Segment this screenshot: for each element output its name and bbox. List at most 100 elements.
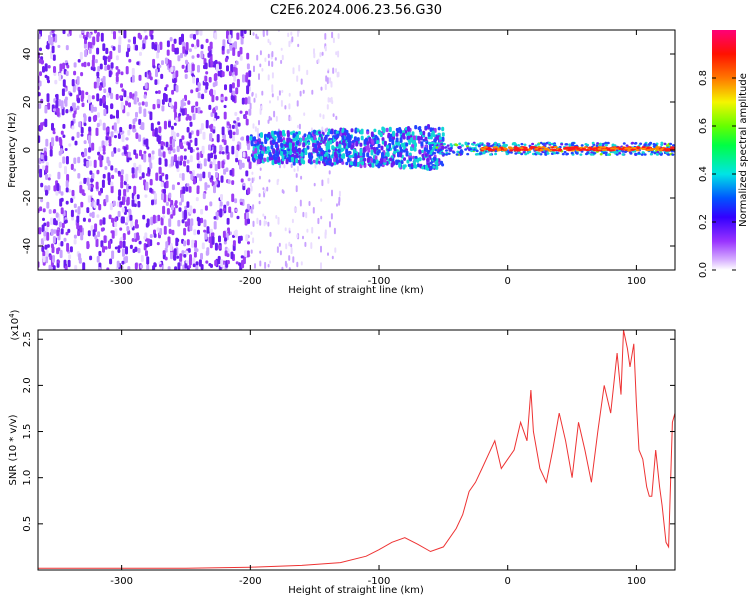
spectrogram-cell bbox=[200, 252, 203, 260]
spectrogram-cell bbox=[639, 142, 643, 145]
spectrogram-y-tick-label: 40 bbox=[22, 48, 33, 61]
spectrogram-cell bbox=[363, 157, 367, 162]
snr-y-tick-label: 1.5 bbox=[22, 424, 33, 440]
spectrogram-cell bbox=[564, 143, 568, 146]
spectrogram-cell bbox=[120, 169, 124, 175]
spectrogram-cell bbox=[81, 102, 85, 108]
spectrogram-cell bbox=[585, 152, 588, 156]
spectrogram-cell bbox=[624, 147, 629, 150]
spectrogram-cell bbox=[466, 142, 470, 145]
spectrogram-cell bbox=[141, 101, 145, 106]
spectrogram-cell bbox=[391, 139, 395, 146]
spectrogram-cell bbox=[67, 228, 71, 233]
spectrogram-cell bbox=[221, 151, 225, 155]
spectrogram-cell bbox=[53, 209, 57, 214]
spectrogram-cell bbox=[142, 214, 146, 220]
spectrogram-cell bbox=[111, 250, 115, 260]
spectrogram-cell bbox=[263, 220, 266, 227]
spectrogram-cell bbox=[191, 55, 195, 59]
spectrogram-cell bbox=[306, 69, 309, 76]
spectrogram-cell bbox=[137, 32, 141, 39]
spectrogram-cell bbox=[471, 143, 475, 146]
spectrogram-cell bbox=[383, 158, 387, 163]
colorbar: 0.00.20.40.60.8 Normalized spectral ampl… bbox=[698, 30, 749, 278]
spectrogram-cell bbox=[223, 111, 227, 120]
spectrogram-cell bbox=[292, 256, 295, 263]
spectrogram-cell bbox=[599, 153, 603, 156]
spectrogram-cell bbox=[158, 261, 162, 265]
spectrogram-cell bbox=[41, 148, 45, 154]
spectrogram-cell bbox=[477, 144, 481, 147]
spectrogram-cell bbox=[59, 138, 63, 147]
spectrogram-cell bbox=[424, 136, 428, 142]
spectrogram-cell bbox=[487, 147, 492, 150]
spectrogram-cell bbox=[232, 135, 235, 142]
spectrogram-cell bbox=[285, 158, 289, 165]
spectrogram-cell bbox=[65, 180, 69, 188]
spectrogram-cell bbox=[74, 265, 78, 270]
spectrogram-cell bbox=[138, 118, 142, 125]
spectrogram-cell bbox=[241, 97, 245, 105]
spectrogram-cell bbox=[442, 142, 446, 146]
spectrogram-cell bbox=[296, 100, 299, 107]
spectrogram-cell bbox=[234, 111, 238, 117]
spectrogram-cell bbox=[380, 158, 384, 163]
spectrogram-cell bbox=[234, 121, 238, 130]
spectrogram-cell bbox=[213, 118, 217, 122]
spectrogram-cell bbox=[136, 194, 140, 200]
spectrogram-cell bbox=[338, 143, 342, 150]
spectrogram-cell bbox=[347, 150, 351, 155]
spectrogram-cell bbox=[514, 152, 518, 155]
spectrogram-cell bbox=[291, 36, 294, 43]
spectrogram-cell bbox=[198, 83, 202, 87]
spectrogram-cell bbox=[433, 157, 437, 161]
spectrogram-cell bbox=[475, 149, 479, 153]
spectrogram-cell bbox=[166, 49, 170, 56]
spectrogram-cell bbox=[96, 169, 100, 175]
spectrogram-cell bbox=[76, 76, 80, 86]
spectrogram-cell bbox=[98, 190, 102, 196]
spectrogram-cell bbox=[96, 71, 100, 77]
spectrogram-cell bbox=[553, 146, 558, 148]
spectrogram-cell bbox=[208, 144, 211, 151]
spectrogram-cell bbox=[299, 90, 302, 97]
spectrogram-cell bbox=[224, 57, 228, 63]
spectrogram-cell bbox=[45, 173, 49, 180]
spectrogram-cell bbox=[604, 141, 608, 145]
spectrogram-cell bbox=[86, 160, 90, 168]
spectrogram-cell bbox=[38, 135, 41, 143]
spectrogram-cell bbox=[458, 146, 462, 149]
spectrogram-cell bbox=[49, 254, 53, 261]
spectrogram-cell bbox=[127, 266, 131, 270]
spectrogram-cell bbox=[158, 126, 162, 134]
spectrogram-cell bbox=[170, 159, 174, 167]
spectrogram-cell bbox=[274, 143, 278, 148]
spectrogram-cell bbox=[46, 201, 50, 209]
spectrogram-cell bbox=[60, 228, 64, 235]
spectrogram-cell bbox=[410, 137, 414, 143]
spectrogram-cell bbox=[333, 135, 337, 139]
spectrogram-cell bbox=[226, 65, 229, 72]
spectrogram-cell bbox=[148, 156, 152, 163]
spectrogram-cell bbox=[52, 236, 56, 244]
spectrogram-cell bbox=[128, 58, 132, 63]
spectrogram-cell bbox=[73, 70, 77, 76]
spectrogram-cell bbox=[54, 79, 58, 85]
spectrogram-cell bbox=[181, 173, 185, 181]
spectrogram-cell bbox=[88, 135, 91, 144]
spectrogram-cell bbox=[164, 57, 168, 65]
spectrogram-cell bbox=[313, 135, 317, 141]
spectrogram-cell bbox=[393, 150, 396, 155]
spectrogram-cell bbox=[385, 144, 389, 149]
spectrogram-cell bbox=[131, 173, 135, 179]
spectrogram-cell bbox=[111, 217, 114, 224]
spectrogram-cell bbox=[240, 37, 244, 45]
spectrogram-cell bbox=[50, 37, 54, 46]
spectrogram-cell bbox=[195, 248, 199, 252]
spectrogram-cell bbox=[583, 146, 588, 149]
spectrogram-cell bbox=[350, 162, 354, 166]
spectrogram-cell bbox=[212, 64, 216, 68]
spectrogram-cell bbox=[122, 248, 125, 257]
spectrogram-cell bbox=[98, 146, 102, 152]
spectrogram-cell bbox=[492, 146, 497, 149]
